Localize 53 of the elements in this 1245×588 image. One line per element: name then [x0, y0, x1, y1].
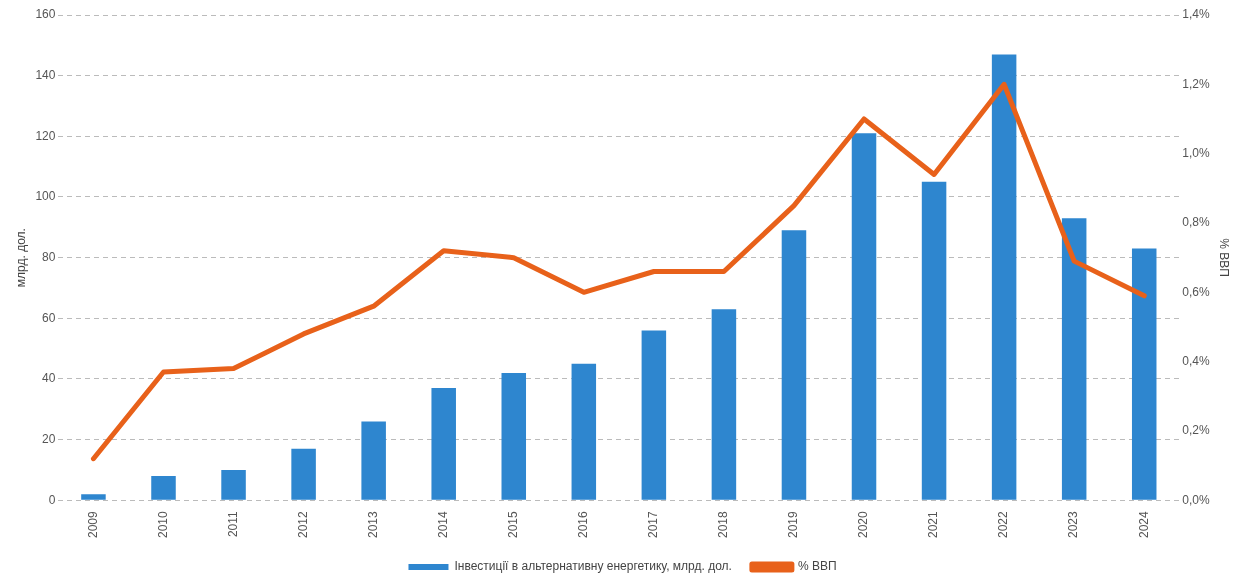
bar	[431, 388, 456, 500]
bar	[291, 448, 316, 500]
x-tick-label: 2020	[856, 510, 871, 539]
bar	[501, 372, 527, 500]
y-tick-label: 100	[35, 189, 56, 204]
bar	[991, 54, 1017, 500]
y-tick-label: 20	[42, 431, 56, 446]
bar	[221, 469, 246, 500]
y-axis-title: млрд. дол.	[13, 228, 28, 288]
bar	[151, 476, 176, 500]
bar	[81, 494, 106, 500]
y-tick-label: 0	[48, 492, 56, 507]
x-tick-label: 2018	[716, 510, 731, 539]
x-tick-label: 2014	[436, 510, 451, 539]
x-tick-label: 2024	[1136, 510, 1151, 539]
y2-tick-label: 0,0%	[1182, 492, 1210, 507]
bar	[1131, 248, 1157, 500]
y-tick-label: 160	[35, 7, 56, 22]
x-tick-label: 2010	[155, 510, 170, 539]
bar	[1061, 218, 1087, 500]
y-tick-label: 80	[42, 249, 56, 264]
bar	[711, 309, 737, 500]
y-tick-label: 140	[35, 67, 56, 82]
y2-tick-label: 1,4%	[1182, 7, 1210, 22]
x-tick-label: 2015	[506, 510, 521, 539]
x-tick-label: 2017	[646, 510, 661, 539]
y2-tick-label: 0,8%	[1182, 215, 1210, 230]
x-tick-label: 2023	[1066, 510, 1081, 539]
x-tick-label: 2011	[225, 510, 240, 538]
x-tick-label: 2021	[926, 510, 941, 539]
legend-label: Інвестиції в альтернативну енергетику, млрд. дол.	[454, 559, 732, 574]
bar	[361, 421, 386, 500]
y2-tick-label: 0,2%	[1182, 423, 1210, 438]
bar	[641, 330, 667, 500]
x-tick-label: 2022	[996, 510, 1011, 539]
y2-tick-label: 1,0%	[1182, 145, 1210, 160]
x-tick-label: 2016	[576, 510, 591, 539]
x-tick-label: 2013	[365, 510, 380, 539]
x-tick-label: 2019	[786, 510, 801, 539]
y2-tick-label: 0,4%	[1182, 353, 1210, 368]
legend-label: % ВВП	[797, 559, 837, 574]
y2-axis-title: % ВВП	[1217, 238, 1232, 277]
y2-tick-label: 1,2%	[1182, 76, 1210, 91]
y-tick-label: 120	[35, 128, 56, 143]
bar	[921, 181, 947, 500]
y-tick-label: 60	[42, 310, 56, 325]
bar	[571, 363, 597, 500]
y-tick-label: 40	[42, 371, 56, 386]
x-tick-label: 2009	[85, 510, 100, 539]
bar	[781, 230, 807, 500]
x-tick-label: 2012	[295, 510, 310, 539]
y2-tick-label: 0,6%	[1182, 284, 1210, 299]
bar	[851, 133, 877, 500]
